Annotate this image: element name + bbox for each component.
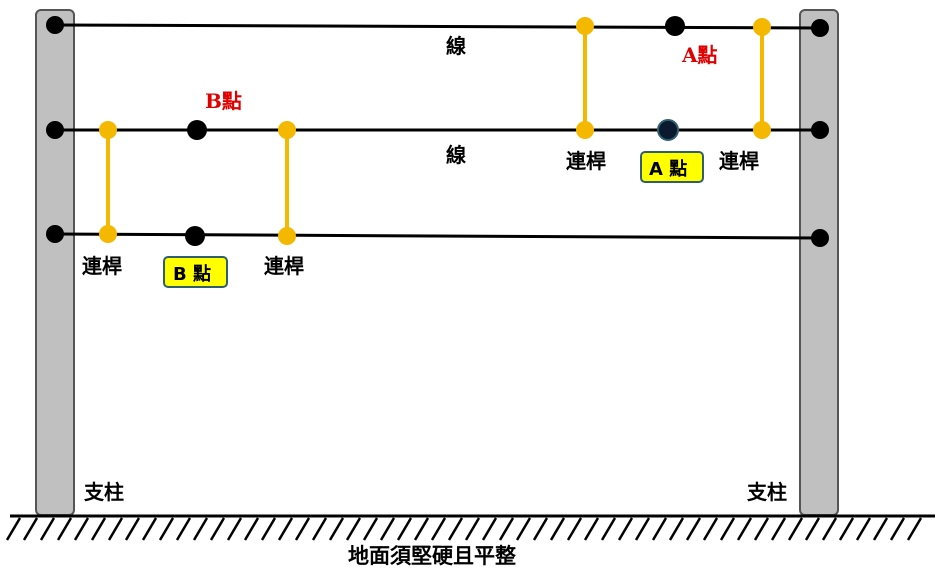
hatch-stroke: [566, 517, 583, 541]
hatch-stroke: [124, 517, 141, 541]
hatch-stroke: [821, 517, 838, 541]
hatch-stroke: [311, 517, 328, 541]
connector-end-dot: [99, 225, 117, 243]
point-b-box: [163, 256, 228, 288]
anchor-dot: [811, 121, 829, 139]
point-b-top-dot: [187, 120, 207, 140]
point-a-top-dot: [665, 16, 685, 36]
point-b-bottom-dot: [185, 226, 205, 246]
hatch-stroke: [634, 517, 651, 541]
hatch-stroke: [226, 517, 243, 541]
anchor-dot: [46, 225, 64, 243]
point-a-box-label: A 點: [649, 159, 687, 180]
point-a-label: A點: [681, 43, 718, 67]
hatch-stroke: [498, 517, 515, 541]
hatch-stroke: [379, 517, 396, 541]
hatch-stroke: [906, 517, 923, 541]
hatch-stroke: [719, 517, 736, 541]
hatch-stroke: [617, 517, 634, 541]
hatch-stroke: [855, 517, 872, 541]
hatch-stroke: [651, 517, 668, 541]
hatch-stroke: [260, 517, 277, 541]
hatch-stroke: [56, 517, 73, 541]
anchor-dot: [811, 229, 829, 247]
hatch-stroke: [39, 517, 56, 541]
point-a-box: [640, 151, 704, 183]
point-b-box-label: B 點: [173, 264, 211, 285]
hatch-stroke: [141, 517, 158, 541]
hatch-stroke: [787, 517, 804, 541]
connector-label: 連桿: [264, 254, 304, 278]
hatch-stroke: [413, 517, 430, 541]
hatch-stroke: [294, 517, 311, 541]
hatch-stroke: [107, 517, 124, 541]
hatch-stroke: [668, 517, 685, 541]
bottom-wire: [54, 232, 821, 240]
connector-label: 連桿: [82, 254, 122, 278]
hatch-stroke: [22, 517, 39, 541]
hatch-stroke: [192, 517, 209, 541]
point-b-label: B點: [205, 89, 242, 113]
anchor-dot: [46, 121, 64, 139]
hatch-stroke: [345, 517, 362, 541]
hatch-stroke: [753, 517, 770, 541]
hatch-stroke: [328, 517, 345, 541]
connector-label: 連桿: [566, 149, 606, 173]
connector-label: 連桿: [719, 149, 759, 173]
hatch-stroke: [515, 517, 532, 541]
anchor-dot: [46, 16, 64, 34]
anchor-dot: [811, 19, 829, 37]
hatch-stroke: [838, 517, 855, 541]
hatch-stroke: [549, 517, 566, 541]
hatch-stroke: [73, 517, 90, 541]
hatch-stroke: [736, 517, 753, 541]
right-pillar: [799, 9, 839, 516]
connector-end-dot: [278, 227, 296, 245]
point-a-middle-dot: [657, 119, 679, 141]
hatch-stroke: [277, 517, 294, 541]
hatch-stroke: [889, 517, 906, 541]
hatch-stroke: [209, 517, 226, 541]
left-pillar: [35, 9, 75, 516]
hatch-stroke: [447, 517, 464, 541]
ground-caption: 地面須堅硬且平整: [348, 543, 516, 568]
hatch-stroke: [362, 517, 379, 541]
hatch-stroke: [430, 517, 447, 541]
hatch-stroke: [583, 517, 600, 541]
hatch-stroke: [5, 517, 22, 541]
hatch-stroke: [532, 517, 549, 541]
connector-end-dot: [576, 17, 594, 35]
connector-end-dot: [99, 121, 117, 139]
hatch-stroke: [685, 517, 702, 541]
hatch-stroke: [90, 517, 107, 541]
hatch-stroke: [872, 517, 889, 541]
hatch-stroke: [770, 517, 787, 541]
connector-end-dot: [278, 121, 296, 139]
hatch-stroke: [243, 517, 260, 541]
ground-hatching: [5, 517, 923, 541]
wire-label-middle: 線: [446, 143, 466, 167]
hatch-stroke: [158, 517, 175, 541]
hatch-stroke: [804, 517, 821, 541]
wire-label-top: 線: [446, 34, 466, 58]
connector-end-dot: [576, 121, 594, 139]
hatch-stroke: [481, 517, 498, 541]
hatch-stroke: [702, 517, 719, 541]
pillar-label-left: 支柱: [84, 480, 124, 504]
hatch-stroke: [600, 517, 617, 541]
connector-end-dot: [753, 18, 771, 36]
hatch-stroke: [464, 517, 481, 541]
pillar-label-right: 支柱: [747, 480, 787, 504]
hatch-stroke: [396, 517, 413, 541]
hatch-stroke: [175, 517, 192, 541]
connector-end-dot: [753, 121, 771, 139]
top-wire: [54, 23, 821, 30]
